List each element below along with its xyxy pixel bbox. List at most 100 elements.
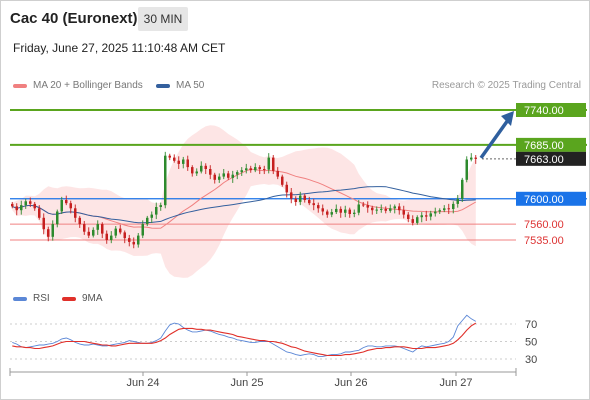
target-arrow-shaft — [479, 118, 510, 159]
candle-body — [330, 212, 333, 215]
candle-body — [137, 235, 140, 245]
legend-ma50: MA 50 — [156, 80, 204, 91]
candle-body — [177, 160, 180, 164]
candle-body — [56, 211, 59, 225]
price-label-current: 7663.00 — [524, 154, 564, 166]
candle-body — [60, 200, 63, 212]
candle-body — [290, 192, 293, 199]
candle-body — [461, 179, 464, 199]
candle-body — [362, 204, 365, 206]
candle-body — [299, 195, 302, 202]
candle-body — [245, 168, 248, 171]
candle-body — [236, 172, 239, 175]
ma20-label: MA 20 + Bollinger Bands — [33, 80, 143, 91]
candle-body — [159, 205, 162, 207]
candle-body — [69, 203, 72, 209]
candle-body — [105, 233, 108, 240]
candle-body — [65, 200, 68, 204]
candle-body — [240, 170, 243, 173]
candle-body — [96, 224, 99, 230]
candle-body — [258, 167, 261, 169]
candle-body — [128, 238, 131, 242]
candle-body — [438, 210, 441, 212]
rsi-tick-label: 70 — [525, 319, 537, 331]
candle-body — [15, 206, 18, 211]
candle-body — [29, 201, 32, 204]
price-label-bg — [516, 151, 586, 166]
bollinger-band — [12, 125, 476, 278]
ma50-line — [12, 186, 476, 224]
candle-body — [213, 174, 216, 180]
candle-body — [119, 228, 122, 233]
candle-body — [51, 224, 54, 237]
candle-body — [47, 229, 50, 237]
ma9-swatch-icon — [62, 296, 76, 301]
price-label-bg — [516, 191, 586, 206]
candle-body — [416, 217, 419, 223]
rsi-line — [12, 314, 477, 357]
candle-body — [182, 159, 185, 164]
price-label-resistance: 7740.00 — [524, 105, 564, 117]
rsi-tick-label: 30 — [525, 354, 537, 366]
ma50-swatch-icon — [156, 83, 170, 88]
candle-body — [92, 229, 95, 236]
candle-body — [335, 208, 338, 213]
candle-body — [285, 184, 288, 193]
ma9-label: 9MA — [82, 293, 103, 304]
x-tick-label: Jun 26 — [334, 377, 367, 389]
ma50-label: MA 50 — [176, 80, 205, 91]
candle-body — [393, 206, 396, 209]
candle-body — [447, 208, 450, 210]
candle-body — [101, 224, 104, 234]
candle-body — [443, 208, 446, 211]
candle-body — [474, 157, 477, 159]
candle-body — [339, 208, 342, 213]
target-arrow-head-icon — [501, 111, 514, 126]
candle-body — [407, 214, 410, 219]
candle-body — [20, 205, 23, 211]
candle-body — [434, 211, 437, 214]
candle-body — [371, 207, 374, 211]
candle-body — [195, 171, 198, 174]
candle-body — [353, 212, 356, 214]
candle-body — [74, 208, 77, 218]
price-label-bg — [516, 137, 586, 152]
candle-body — [11, 203, 14, 207]
candle-body — [375, 209, 378, 211]
candle-body — [42, 217, 45, 230]
candle-body — [312, 203, 315, 206]
legend-ma20: MA 20 + Bollinger Bands — [13, 80, 143, 91]
timeframe-badge[interactable]: 30 MIN — [138, 7, 188, 31]
candle-body — [186, 159, 189, 168]
candle-body — [24, 201, 27, 206]
candle-body — [168, 155, 171, 158]
legend-rsi: RSI — [13, 293, 50, 304]
candle-body — [191, 167, 194, 174]
candle-body — [294, 198, 297, 202]
candle-body — [87, 231, 90, 236]
candle-body — [164, 155, 167, 206]
candle-body — [218, 176, 221, 180]
rsi-ma-line — [12, 322, 477, 357]
candle-body — [249, 168, 252, 171]
candle-body — [348, 209, 351, 214]
candle-body — [263, 169, 266, 170]
candle-body — [38, 208, 41, 218]
candle-body — [267, 157, 270, 170]
candle-body — [389, 208, 392, 211]
candle-body — [402, 210, 405, 215]
x-tick-label: Jun 27 — [439, 377, 472, 389]
ma20-swatch-icon — [13, 83, 27, 88]
candle-body — [303, 195, 306, 200]
candle-body — [78, 217, 81, 225]
candle-body — [146, 217, 149, 225]
candle-body — [465, 159, 468, 180]
price-label-support: 7535.00 — [524, 235, 564, 247]
candle-body — [411, 219, 414, 223]
candle-body — [141, 224, 144, 236]
candle-body — [366, 205, 369, 208]
candle-body — [110, 235, 113, 240]
candle-body — [123, 232, 126, 239]
candle-body — [281, 176, 284, 185]
